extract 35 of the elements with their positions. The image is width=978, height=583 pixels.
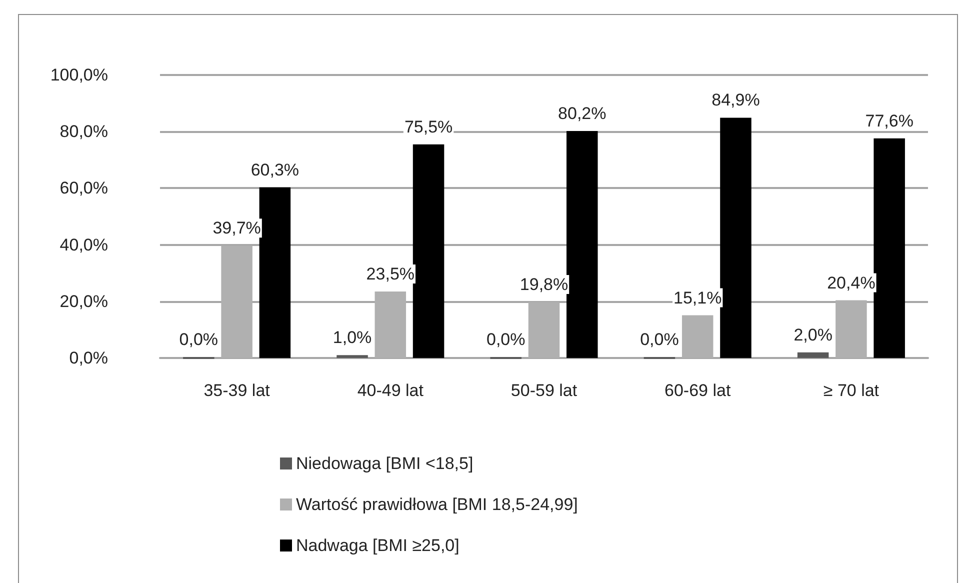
data-label: 84,9% bbox=[712, 90, 760, 110]
data-label: 23,5% bbox=[366, 264, 414, 284]
data-label: 0,0% bbox=[640, 330, 679, 349]
y-tick-label: 40,0% bbox=[60, 235, 108, 254]
bar bbox=[566, 131, 598, 358]
data-label: 0,0% bbox=[179, 330, 218, 349]
y-tick-label: 20,0% bbox=[60, 292, 108, 311]
bar bbox=[412, 144, 444, 358]
data-label: 2,0% bbox=[794, 325, 832, 344]
data-label: 1,0% bbox=[332, 328, 372, 348]
x-tick-label: ≥ 70 lat bbox=[823, 381, 880, 400]
x-tick-label: 50-59 lat bbox=[510, 381, 578, 400]
data-label: 39,7% bbox=[212, 218, 261, 238]
data-label: 75,5% bbox=[404, 117, 453, 136]
data-label: 15,1% bbox=[674, 288, 722, 308]
data-label: 20,4% bbox=[827, 273, 876, 292]
x-tick-label: 35-39 lat bbox=[204, 381, 270, 400]
data-label: 19,8% bbox=[520, 274, 568, 294]
x-tick-label: 40-49 lat bbox=[357, 381, 424, 400]
y-tick-label: 60,0% bbox=[60, 178, 108, 198]
y-tick-label: 100,0% bbox=[50, 66, 108, 84]
bar bbox=[874, 138, 905, 358]
legend-label: Nadwaga [BMI ≥25,0] bbox=[296, 536, 460, 555]
legend-label: Niedowaga [BMI <18,5] bbox=[296, 454, 474, 473]
data-label: 0,0% bbox=[486, 330, 526, 349]
data-label: 80,2% bbox=[558, 104, 606, 124]
y-tick-label: 80,0% bbox=[60, 122, 108, 142]
legend-label: Wartość prawidłowa [BMI 18,5-24,99] bbox=[296, 495, 578, 514]
bar bbox=[259, 187, 291, 358]
x-tick-label: 60-69 lat bbox=[664, 381, 731, 400]
data-label: 60,3% bbox=[250, 160, 300, 180]
y-tick-label: 0,0% bbox=[69, 348, 108, 368]
bar bbox=[797, 352, 829, 358]
bar bbox=[720, 118, 752, 358]
data-label: 77,6% bbox=[865, 111, 914, 130]
